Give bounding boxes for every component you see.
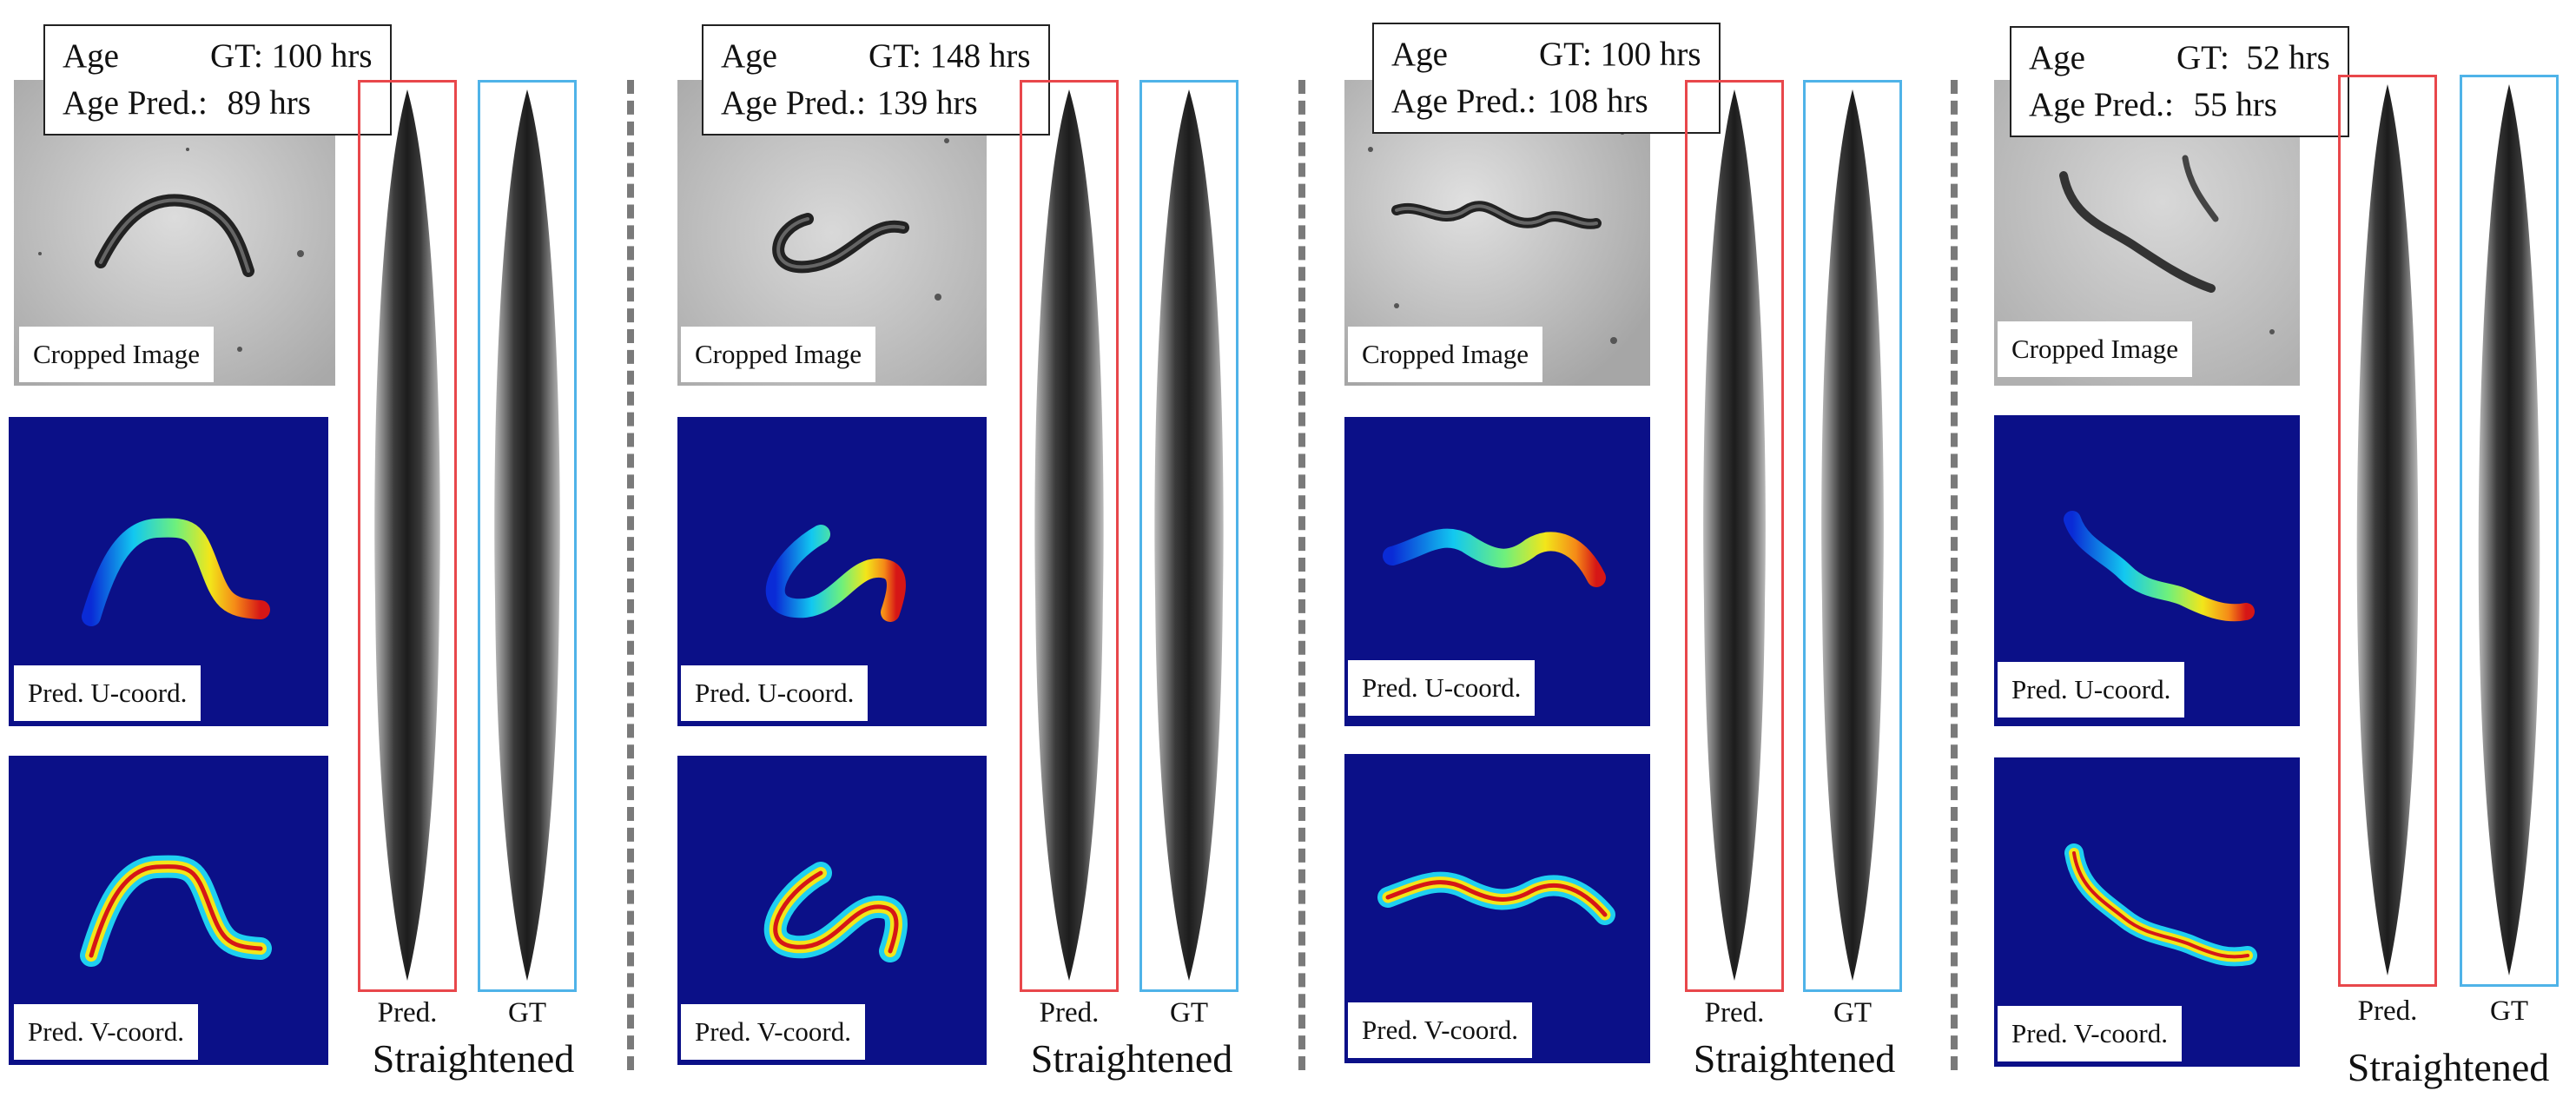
straightened-gt-strip <box>1139 80 1238 992</box>
gt-strip-caption: GT <box>508 997 546 1028</box>
u-coord-caption: Pred. U-coord. <box>1348 660 1536 716</box>
gt-label: GT: <box>1539 36 1592 73</box>
age-label: Age <box>721 37 777 75</box>
age-label: Age <box>63 37 119 75</box>
panel-4: Cropped Image Pred. U-coord. Pred. V-coo… <box>1992 0 2576 1111</box>
straightened-caption: Straightened <box>372 1036 575 1081</box>
gt-value: 100 hrs <box>271 37 373 75</box>
pred-strip-caption: Pred. <box>1704 997 1765 1028</box>
straightened-pred-strip <box>1685 80 1784 992</box>
age-box: Age GT: 100 hrs Age Pred.: 89 hrs <box>43 24 392 136</box>
pred-value: 139 hrs <box>876 84 978 122</box>
v-coord-caption: Pred. V-coord. <box>1998 1006 2182 1061</box>
gt-label: GT: <box>869 37 921 75</box>
gt-strip-caption: GT <box>1170 997 1208 1028</box>
age-label: Age <box>2029 39 2085 76</box>
pred-label: Age Pred.: <box>1391 83 1536 120</box>
gt-value: 100 hrs <box>1600 36 1701 73</box>
gt-strip-caption: GT <box>2490 995 2528 1027</box>
straightened-caption: Straightened <box>1030 1036 1233 1081</box>
age-box: Age GT: 52 hrs Age Pred.: 55 hrs <box>2010 26 2349 137</box>
u-coord-caption: Pred. U-coord. <box>1998 662 2185 718</box>
v-coord-caption: Pred. V-coord. <box>14 1004 198 1060</box>
pred-strip-caption: Pred. <box>2357 995 2418 1027</box>
pred-value: 108 hrs <box>1547 83 1648 120</box>
cropped-image-caption: Cropped Image <box>681 327 875 382</box>
straightened-caption: Straightened <box>1693 1036 1896 1081</box>
divider <box>627 80 634 1070</box>
gt-strip-caption: GT <box>1833 997 1872 1028</box>
gt-label: GT: <box>210 37 263 75</box>
cropped-image-caption: Cropped Image <box>1998 321 2192 377</box>
straightened-pred-strip <box>358 80 457 992</box>
straightened-caption: Straightened <box>2347 1045 2550 1089</box>
v-coord-caption: Pred. V-coord. <box>681 1004 865 1060</box>
cropped-image-caption: Cropped Image <box>1348 327 1542 382</box>
pred-strip-caption: Pred. <box>377 997 438 1028</box>
age-label: Age <box>1391 36 1448 73</box>
pred-label: Age Pred.: <box>2029 86 2174 123</box>
age-box: Age GT: 148 hrs Age Pred.: 139 hrs <box>702 24 1050 136</box>
u-coord-caption: Pred. U-coord. <box>681 665 869 721</box>
v-coord-caption: Pred. V-coord. <box>1348 1002 1532 1058</box>
straightened-gt-strip <box>478 80 577 992</box>
gt-value: 148 hrs <box>929 37 1031 75</box>
pred-label: Age Pred.: <box>63 84 208 122</box>
pred-value: 55 hrs <box>2193 86 2277 123</box>
straightened-pred-strip <box>1020 80 1119 992</box>
pred-value: 89 hrs <box>227 84 311 122</box>
gt-value: 52 hrs <box>2246 39 2330 76</box>
panel-2: Cropped Image Pred. U-coord. Pred. V-coo… <box>676 0 1344 1111</box>
straightened-pred-strip <box>2338 75 2437 987</box>
u-coord-caption: Pred. U-coord. <box>14 665 201 721</box>
straightened-gt-strip <box>1803 80 1902 992</box>
age-box: Age GT: 100 hrs Age Pred.: 108 hrs <box>1372 23 1721 134</box>
panel-1: Cropped Image Pred. U-coord. Pred. V-coo… <box>9 0 677 1111</box>
gt-label: GT: <box>2176 39 2229 76</box>
cropped-image-caption: Cropped Image <box>19 327 214 382</box>
pred-label: Age Pred.: <box>721 84 866 122</box>
divider <box>1298 80 1305 1070</box>
panel-3: Cropped Image Pred. U-coord. Pred. V-coo… <box>1343 0 2011 1111</box>
straightened-gt-strip <box>2460 75 2559 987</box>
divider <box>1951 80 1958 1070</box>
pred-strip-caption: Pred. <box>1039 997 1100 1028</box>
